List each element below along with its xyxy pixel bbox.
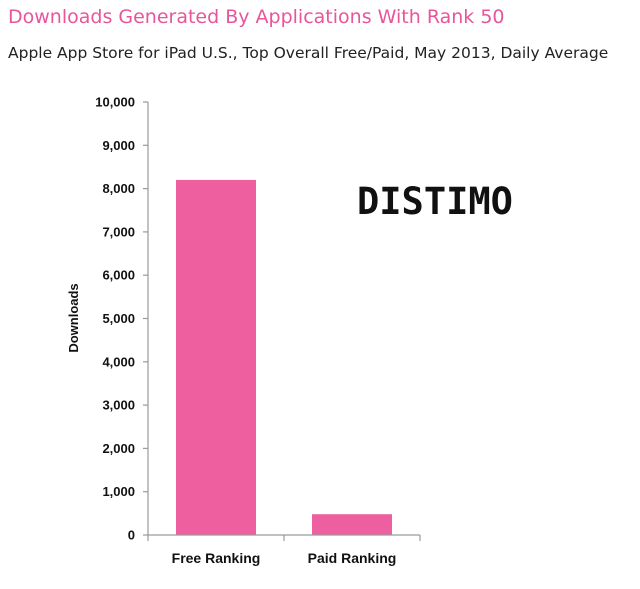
bars	[176, 179, 392, 535]
x-tick-label: Free Ranking	[172, 550, 261, 566]
x-tick-label: Paid Ranking	[308, 550, 397, 566]
chart-subtitle: Apple App Store for iPad U.S., Top Overa…	[8, 44, 609, 62]
y-tick-label: 2,000	[102, 441, 135, 456]
y-tick-label: 10,000	[95, 95, 135, 110]
bar-paid-ranking	[312, 514, 392, 535]
y-axis-title: Downloads	[66, 283, 81, 352]
y-tick-label: 0	[128, 528, 135, 543]
y-tick-label: 7,000	[102, 224, 135, 239]
y-axis: 0 1,000 2,000 3,000 4,000 5,000 6,000 7,000 8,00…	[95, 95, 149, 543]
y-tick-label: 4,000	[102, 354, 135, 369]
x-axis: Free Ranking Paid Ranking	[147, 534, 421, 566]
y-tick-label: 1,000	[102, 484, 135, 499]
y-tick-label: 8,000	[102, 181, 135, 196]
chart-title: Downloads Generated By Applications With…	[8, 6, 505, 28]
y-tick-label: 5,000	[102, 311, 135, 326]
y-tick-label: 6,000	[102, 268, 135, 283]
y-tick-label: 9,000	[102, 138, 135, 153]
y-tick-label: 3,000	[102, 398, 135, 413]
bar-free-ranking	[176, 179, 256, 535]
distimo-logo: DISTIMO	[357, 180, 513, 223]
